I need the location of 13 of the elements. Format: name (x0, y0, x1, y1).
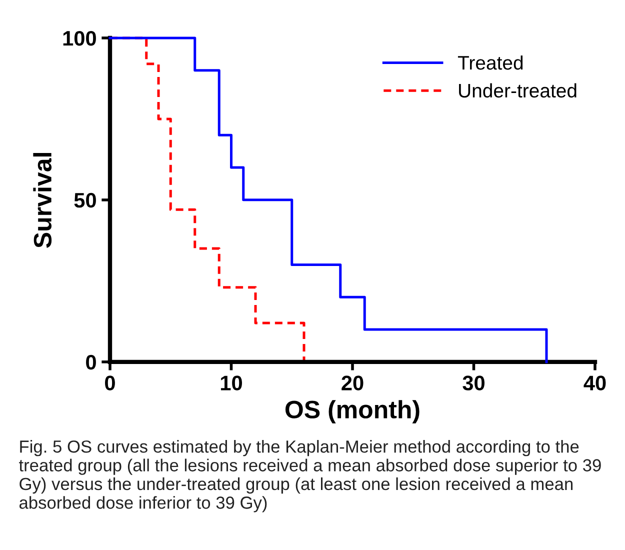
y-tick-label: 50 (74, 192, 96, 208)
y-tick-label: 100 (63, 30, 96, 46)
x-tick-label: 10 (220, 376, 242, 390)
x-tick-label: 0 (105, 376, 115, 390)
x-tick-label: 40 (584, 376, 606, 390)
x-tick-label: 30 (462, 376, 484, 390)
caption: Fig. 5 OS curves estimated by the Kaplan-Meier method according to the treated group (all the lesions received a mean absorbed dose superior to 39 Gy) versus the under-treated group (at least one lesion received a mean absorbed dose inferior to 39 Gy) (19, 440, 601, 512)
y-axis-title: Survival (33, 153, 52, 248)
legend-label: Treated (458, 55, 523, 70)
y-tick-label: 0 (86, 354, 96, 370)
x-tick-label: 20 (342, 376, 364, 390)
legend-label: Under-treated (459, 83, 576, 98)
x-axis-title: OS (month) (285, 400, 420, 424)
